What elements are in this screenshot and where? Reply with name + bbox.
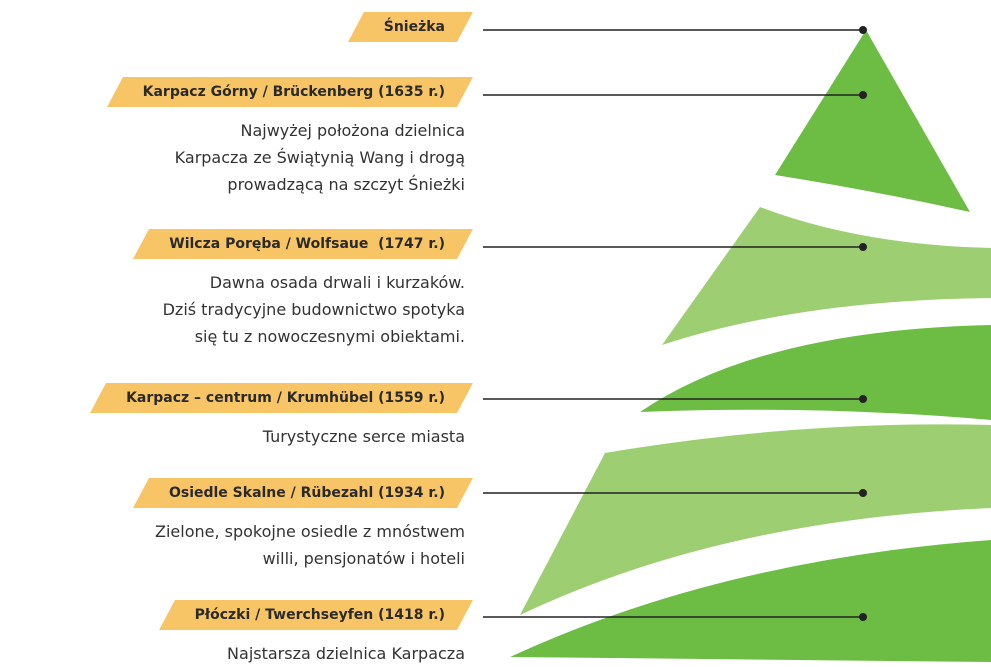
district-description: Zielone, spokojne osiedle z mnóstwem [155,518,465,545]
leader-dot [859,613,867,621]
district-description: Dawna osada drwali i kurzaków. [210,269,465,296]
district-description: willi, pensjonatów i hoteli [263,545,465,572]
tree-tier [662,207,991,345]
district-description: Karpacza ze Świątynią Wang i drogą [175,144,465,171]
district-label: Płóczki / Twerchseyfen (1418 r.) [167,600,465,630]
district-description: Dziś tradycyjne budownictwo spotyka [163,296,465,323]
district-label: Śnieżka [356,12,465,42]
district-description: Najwyżej położona dzielnica [240,117,465,144]
page: (() => { const data = JSON.parse(documen… [0,0,991,662]
district-label: Wilcza Poręba / Wolfsaue (1747 r.) [141,229,465,259]
leader-dot [859,243,867,251]
leader-dot [859,26,867,34]
tree-tier [775,30,970,212]
leader-dot [859,395,867,403]
district-description: Najstarsza dzielnica Karpacza [227,640,465,667]
tree-tier [640,325,991,420]
leader-dot [859,489,867,497]
district-label: Karpacz Górny / Brückenberg (1635 r.) [115,77,465,107]
district-label: Osiedle Skalne / Rübezahl (1934 r.) [141,478,465,508]
district-description: prowadzącą na szczyt Śnieżki [227,171,465,198]
district-label: Karpacz – centrum / Krumhübel (1559 r.) [98,383,465,413]
leader-dot [859,91,867,99]
district-description: Turystyczne serce miasta [263,423,465,450]
district-description: się tu z nowoczesnymi obiektami. [195,323,465,350]
